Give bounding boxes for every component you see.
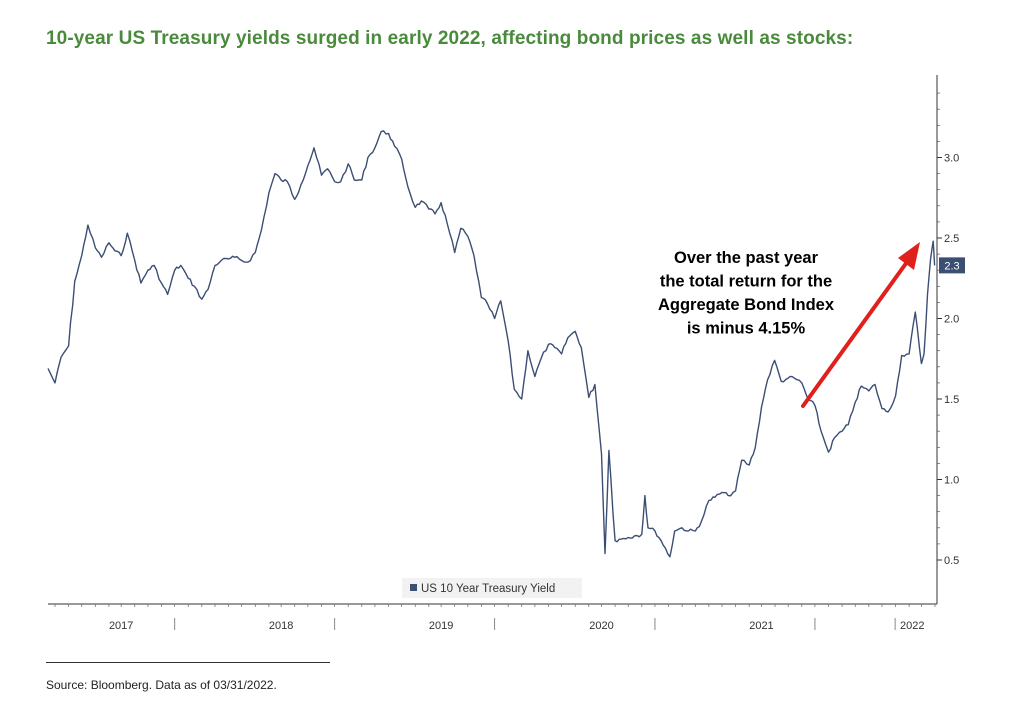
chart-title: 10-year US Treasury yields surged in ear… — [46, 28, 854, 49]
y-tick-label: 1.5 — [944, 394, 959, 406]
x-tick-label: 2018 — [269, 620, 293, 632]
legend-box — [402, 578, 582, 598]
y-tick-label: 3.0 — [944, 153, 959, 165]
legend-label: US 10 Year Treasury Yield — [421, 583, 555, 595]
y-tick-label: 2.5 — [944, 233, 959, 245]
annotation-line: Over the past year — [674, 249, 819, 267]
annotation-line: Aggregate Bond Index — [658, 296, 835, 314]
annotation-line: the total return for the — [660, 273, 832, 291]
x-tick-label: 2022 — [900, 620, 924, 632]
arrow-head — [898, 242, 920, 270]
x-tick-label: 2021 — [749, 620, 773, 632]
y-tick-label: 2.0 — [944, 314, 959, 326]
last-value-label: 2.3 — [944, 260, 959, 272]
x-tick-label: 2020 — [589, 620, 613, 632]
source-note: Source: Bloomberg. Data as of 03/31/2022… — [46, 678, 277, 692]
arrow-shaft — [801, 260, 909, 408]
yield-series-line — [47, 130, 936, 558]
x-tick-label: 2017 — [109, 620, 133, 632]
legend-swatch — [410, 584, 417, 591]
y-tick-label: 0.5 — [944, 555, 959, 567]
last-value-badge — [939, 257, 965, 274]
source-divider — [46, 662, 330, 663]
x-tick-label: 2019 — [429, 620, 453, 632]
y-tick-label: 1.0 — [944, 475, 959, 487]
plot-area: 0.5 1.0 1.5 2.0 2.5 3.0 2017 2018 2019 2020 2021 20… — [47, 75, 965, 632]
annotation-line: is minus 4.15% — [687, 320, 806, 338]
